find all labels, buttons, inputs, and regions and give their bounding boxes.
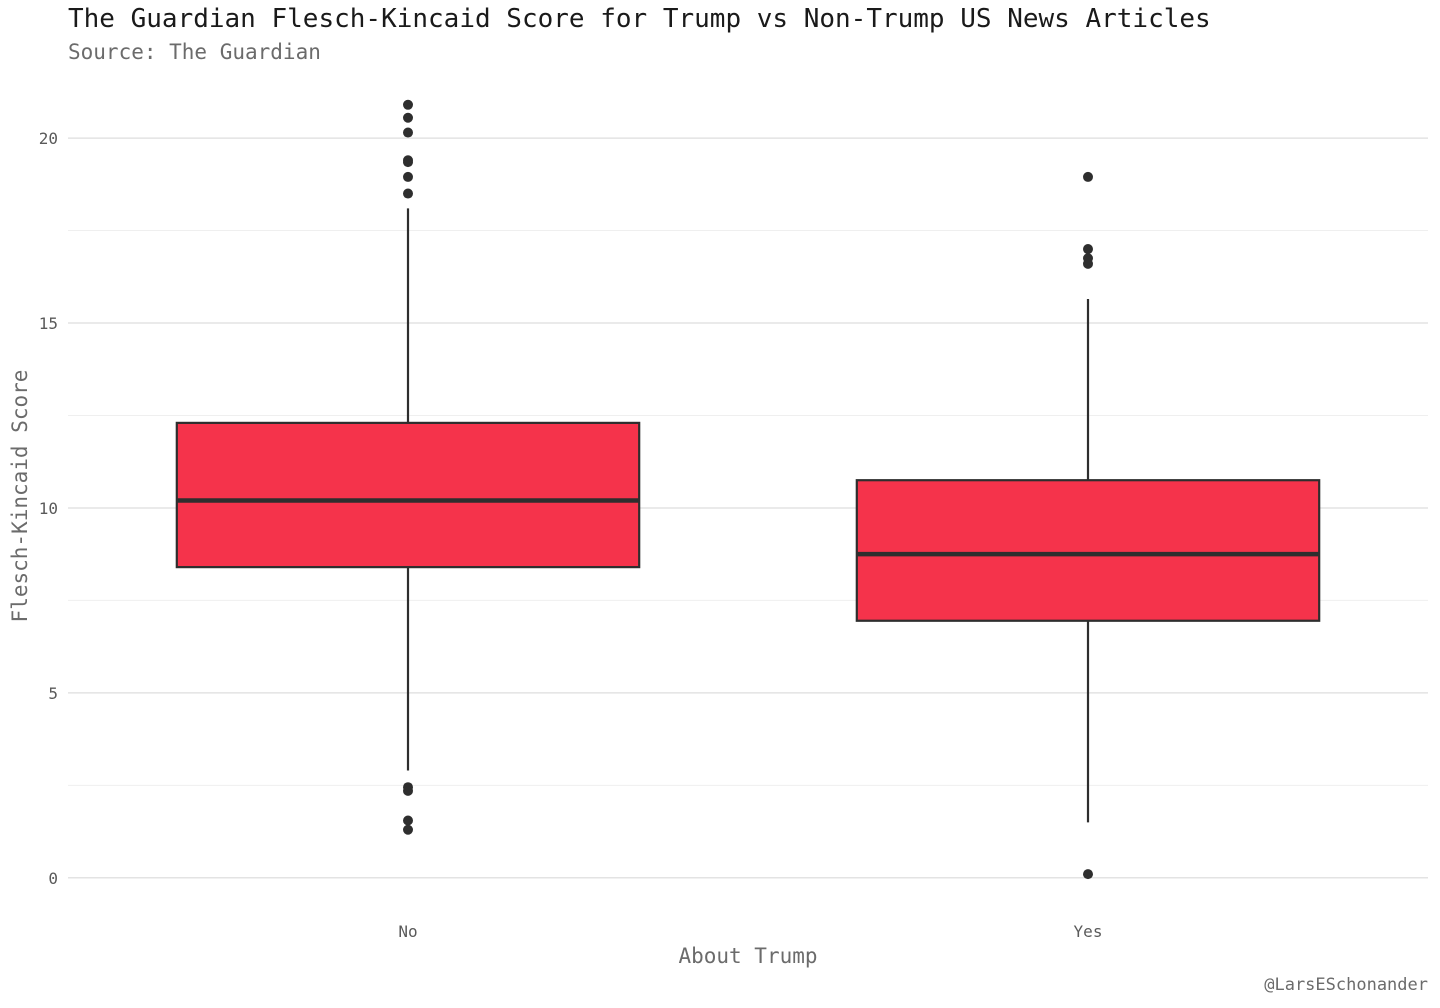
y-axis-title: Flesch-Kincaid Score bbox=[8, 370, 32, 623]
x-axis-title: About Trump bbox=[678, 944, 817, 968]
outlier-point bbox=[1083, 244, 1093, 255]
outlier-point bbox=[1083, 869, 1093, 880]
outlier-point bbox=[403, 112, 413, 123]
y-tick-label: 0 bbox=[48, 869, 58, 888]
y-tick-label: 20 bbox=[39, 129, 58, 148]
chart-caption: @LarsESchonander bbox=[1264, 975, 1428, 995]
x-tick-labels: No Yes bbox=[398, 922, 1102, 941]
outlier-point bbox=[403, 157, 413, 168]
box-series bbox=[175, 99, 1321, 880]
outlier-point bbox=[403, 99, 413, 110]
outlier-point bbox=[1083, 171, 1093, 182]
chart-subtitle: Source: The Guardian bbox=[68, 40, 321, 64]
box-no bbox=[175, 99, 641, 835]
y-tick-label: 15 bbox=[39, 314, 58, 333]
chart-title: The Guardian Flesch-Kincaid Score for Tr… bbox=[68, 4, 1211, 34]
outlier-point bbox=[403, 188, 413, 199]
y-tick-label: 10 bbox=[39, 499, 58, 518]
y-tick-labels: 0 5 10 15 20 bbox=[39, 129, 58, 888]
x-tick-label: No bbox=[398, 922, 417, 941]
outlier-point bbox=[403, 127, 413, 138]
y-tick-label: 5 bbox=[48, 684, 58, 703]
box-yes bbox=[855, 171, 1321, 880]
outlier-point bbox=[403, 171, 413, 182]
iqr-box bbox=[855, 479, 1321, 622]
iqr-box bbox=[175, 421, 641, 569]
outlier-point bbox=[403, 824, 413, 835]
x-tick-label: Yes bbox=[1074, 922, 1103, 941]
outlier-point bbox=[403, 785, 413, 796]
outlier-point bbox=[403, 815, 413, 826]
outlier-point bbox=[1083, 258, 1093, 269]
